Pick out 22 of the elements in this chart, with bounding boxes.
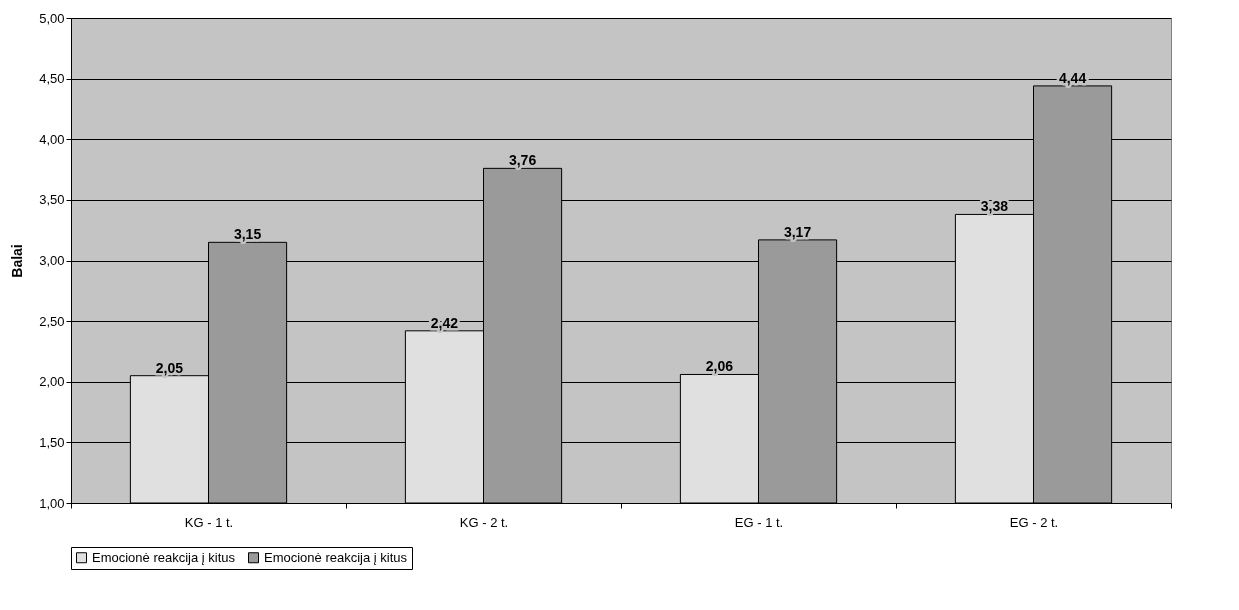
y-tick-label: 1,50	[39, 434, 65, 450]
y-tick-label: 2,00	[39, 374, 65, 390]
x-tick-label: KG - 1 t.	[184, 514, 234, 530]
x-tick-label: EG - 2 t.	[1009, 514, 1059, 530]
y-tick-label: 4,50	[39, 71, 65, 87]
legend-label: Emocionė reakcija į kitus	[264, 549, 408, 565]
y-tick-label: 3,00	[39, 253, 65, 268]
data-label: 3,17	[783, 223, 812, 240]
legend-label: Emocionė reakcija į kitus	[92, 549, 236, 565]
y-tick-label: 4,00	[39, 131, 65, 147]
data-label: 3,76	[508, 152, 537, 169]
y-tick-label: 2,50	[39, 313, 65, 329]
data-label: 2,06	[705, 358, 734, 375]
data-label: 2,05	[155, 359, 184, 376]
y-tick-label: 3,50	[39, 192, 65, 208]
data-label: 3,15	[233, 226, 262, 243]
x-tick-label: KG - 2 t.	[459, 514, 509, 530]
y-tick-label: 5,00	[39, 10, 65, 26]
y-tick-label: 1,00	[39, 495, 65, 511]
x-tick-label: EG - 1 t.	[734, 514, 784, 530]
data-label: 3,38	[980, 198, 1009, 215]
y-axis-title: Balai	[9, 244, 26, 278]
